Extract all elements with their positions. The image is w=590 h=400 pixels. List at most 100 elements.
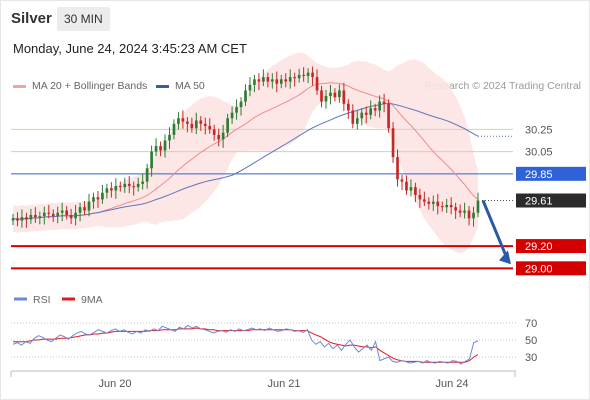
candle-body — [436, 201, 440, 207]
candle-body — [333, 92, 337, 98]
legend-ma20-label: MA 20 + Bollinger Bands — [32, 80, 148, 92]
candle-body — [297, 74, 301, 79]
candle — [360, 108, 364, 126]
candle-body — [427, 201, 431, 204]
candle-body — [208, 126, 212, 130]
candle — [266, 72, 270, 88]
candle — [25, 212, 28, 228]
candle — [293, 72, 297, 87]
x-tick-label: Jun 24 — [435, 378, 468, 390]
level-tag-29.00 — [516, 261, 586, 276]
candle — [141, 173, 145, 190]
legend-ma50-label: MA 50 — [175, 80, 205, 92]
candle — [431, 195, 435, 211]
candle-body — [230, 112, 234, 119]
candle-body — [177, 118, 180, 124]
candle — [257, 73, 261, 90]
candle — [194, 112, 198, 135]
candle-body — [141, 181, 145, 184]
candle — [338, 84, 341, 103]
candle-body — [373, 108, 377, 111]
candle — [154, 138, 158, 157]
candle-body — [449, 204, 453, 208]
candle-body — [123, 183, 127, 188]
candle — [217, 128, 221, 147]
candle-body — [181, 118, 185, 122]
candle-body — [431, 201, 435, 204]
candle — [177, 112, 180, 130]
candle-body — [92, 197, 95, 202]
candle — [181, 110, 185, 129]
candle — [445, 198, 449, 213]
candle — [387, 99, 390, 133]
candle-body — [423, 199, 426, 202]
candle — [172, 119, 176, 140]
candle — [288, 69, 292, 89]
candle — [423, 191, 426, 207]
candle — [355, 110, 359, 130]
candle — [378, 95, 381, 118]
level-label-29.85: 29.85 — [525, 169, 553, 181]
candle-body — [248, 84, 252, 91]
ma50-line — [12, 102, 479, 220]
candle-body — [47, 212, 51, 214]
candle — [235, 99, 238, 120]
candle — [414, 182, 417, 203]
candle-body — [132, 186, 136, 188]
candle-body — [257, 79, 261, 82]
candle — [405, 175, 408, 195]
candle-body — [60, 210, 64, 213]
candle-body — [118, 186, 122, 188]
candle-body — [355, 118, 359, 124]
candle — [123, 177, 127, 193]
candle-body — [369, 108, 373, 115]
candle-body — [476, 200, 480, 213]
candle — [436, 193, 440, 215]
timeframe-button[interactable]: 30 MIN — [57, 7, 110, 31]
candle — [311, 66, 314, 86]
candle-body — [217, 134, 221, 140]
candle — [275, 71, 279, 93]
level-tag-29.85 — [516, 166, 586, 181]
candle-body — [320, 90, 323, 102]
candle — [382, 93, 386, 113]
candle-body — [279, 79, 283, 84]
forecast-arrow-shaft — [481, 199, 509, 259]
candle-body — [25, 217, 28, 220]
candle — [373, 103, 377, 117]
candle — [51, 209, 55, 222]
candle — [212, 124, 216, 141]
candle-body — [467, 210, 471, 219]
candle — [364, 106, 368, 124]
candle-body — [275, 79, 279, 84]
candle — [400, 174, 404, 191]
candle-body — [110, 188, 113, 191]
candle-body — [172, 123, 176, 135]
candle — [56, 206, 60, 224]
candle — [20, 209, 24, 228]
candle — [208, 118, 212, 134]
candle — [351, 104, 355, 129]
candle — [458, 204, 462, 218]
level-label-29.20: 29.20 — [525, 241, 553, 253]
candle-body — [360, 112, 364, 119]
candle-body — [212, 129, 216, 135]
level-label-30.25: 30.25 — [525, 124, 553, 136]
candle — [78, 202, 82, 222]
candle-body — [83, 207, 86, 211]
candle-body — [51, 213, 55, 217]
candle-body — [288, 77, 292, 82]
bollinger-band-area — [13, 52, 478, 253]
candle — [391, 122, 395, 163]
candle-body — [38, 216, 42, 218]
candle-body — [400, 179, 404, 182]
forecast-arrow-head — [499, 250, 511, 265]
candle — [163, 134, 167, 158]
candle-body — [270, 79, 274, 82]
candle — [239, 97, 243, 116]
candle — [440, 201, 444, 212]
candle — [467, 206, 471, 226]
candle-body — [203, 123, 207, 127]
candle-body — [16, 218, 19, 221]
